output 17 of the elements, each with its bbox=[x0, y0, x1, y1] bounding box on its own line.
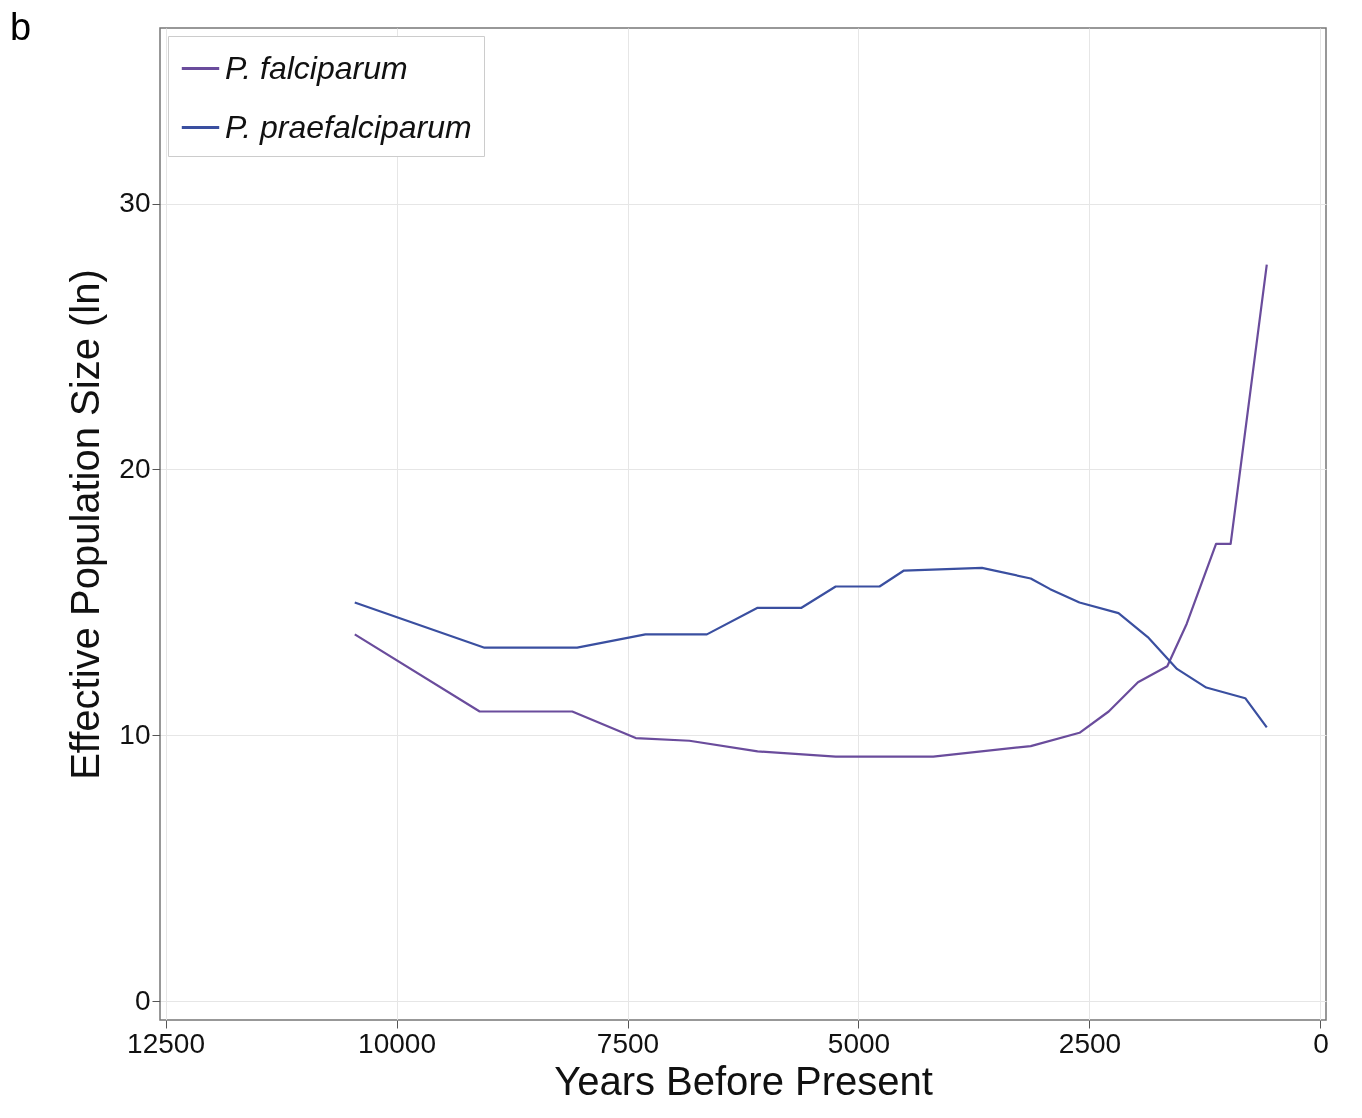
x-tick-label: 2500 bbox=[1058, 1027, 1122, 1059]
line-series bbox=[353, 566, 1268, 729]
y-tick-label: 10 bbox=[119, 718, 151, 750]
y-axis-title: Effective Population Size (ln) bbox=[63, 269, 108, 780]
legend-label: P. praefalciparum bbox=[225, 108, 472, 145]
line-series bbox=[353, 263, 1268, 758]
x-tick-label: 0 bbox=[1313, 1027, 1329, 1059]
x-tick-label: 12500 bbox=[127, 1027, 205, 1059]
legend-label: P. falciparum bbox=[225, 49, 408, 86]
chart-title: b bbox=[10, 6, 32, 48]
x-tick-label: 7500 bbox=[596, 1027, 660, 1059]
y-tick-label: 30 bbox=[119, 187, 151, 219]
y-tick-label: 20 bbox=[119, 452, 151, 484]
x-axis-title: Years Before Present bbox=[554, 1058, 933, 1103]
x-tick-label: 10000 bbox=[358, 1027, 436, 1059]
y-tick-label: 0 bbox=[134, 984, 151, 1016]
x-tick-label: 5000 bbox=[827, 1027, 891, 1059]
